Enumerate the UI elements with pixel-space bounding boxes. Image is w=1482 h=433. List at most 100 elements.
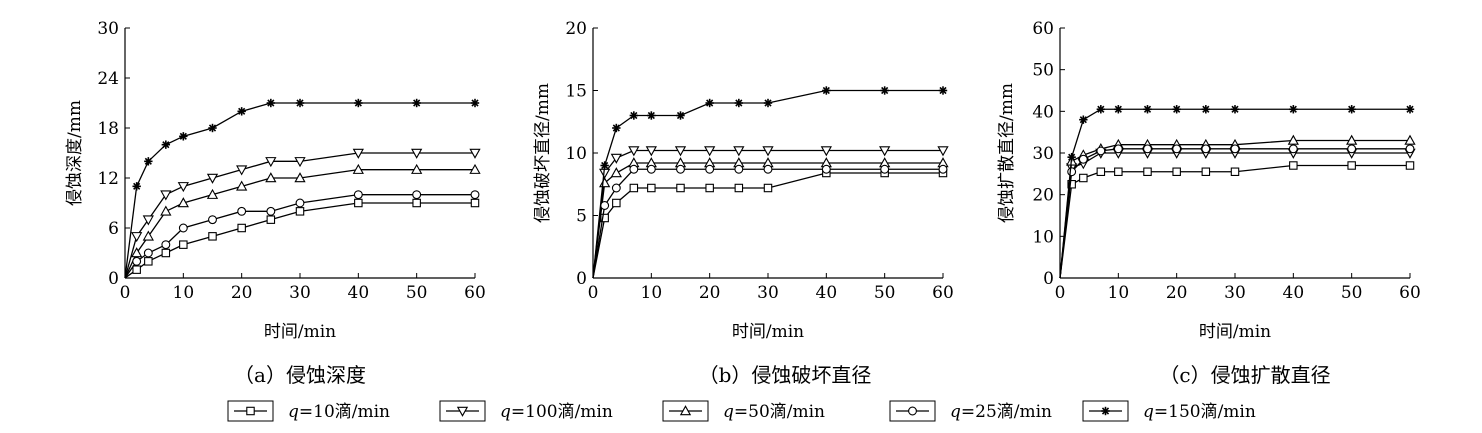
data-point: [674, 146, 687, 157]
data-point: [1289, 161, 1298, 170]
star-marker-stroke: [1348, 105, 1356, 113]
data-point: [1172, 144, 1182, 154]
data-point: [354, 198, 363, 208]
data-point: [1067, 180, 1076, 189]
data-point: [821, 164, 831, 174]
legend-label-value: =25滴/min: [961, 402, 1052, 422]
x-tick-label: 20: [699, 283, 721, 303]
legend-label-variable: q: [723, 402, 734, 422]
data-point: [177, 197, 189, 208]
data-point: [676, 164, 685, 174]
x-tick-label: 50: [874, 283, 896, 303]
x-tick-label: 50: [1341, 283, 1363, 303]
data-point: [1079, 173, 1088, 183]
data-point: [179, 240, 188, 249]
data-point: [1287, 134, 1299, 145]
star-marker-stroke: [1231, 105, 1239, 113]
y-axis-label: 侵蚀破坏直径/mm: [533, 83, 553, 223]
data-point: [143, 248, 153, 258]
data-point: [470, 190, 480, 200]
y-tick-label: 5: [576, 207, 587, 227]
data-point: [236, 180, 248, 191]
y-axis-label: 侵蚀深度/mm: [65, 100, 85, 206]
data-point: [600, 201, 610, 210]
data-point: [1067, 167, 1077, 177]
legend-label: q=25滴/min: [950, 402, 1052, 422]
series-q150: [124, 98, 480, 279]
legend-item-q50: q=50滴/min: [662, 400, 825, 422]
star-marker-stroke: [144, 157, 152, 165]
data-point: [880, 86, 889, 95]
series-q50: [124, 163, 481, 279]
y-tick-label: 60: [1032, 19, 1054, 39]
data-point: [611, 183, 621, 193]
star-marker-stroke: [1143, 105, 1152, 113]
legend-label: q=10滴/min: [288, 402, 390, 422]
star-marker-stroke: [939, 86, 947, 95]
x-axis-label: 时间/min: [264, 322, 336, 342]
data-point: [734, 98, 744, 108]
panel-caption: （a）侵蚀深度: [234, 363, 366, 387]
data-point: [161, 248, 171, 258]
star-marker-stroke: [1101, 407, 1110, 415]
data-point: [1201, 167, 1211, 177]
star-marker-stroke: [162, 141, 170, 149]
x-tick-label: 40: [348, 283, 370, 303]
data-point: [822, 86, 831, 95]
y-tick-label: 0: [1043, 269, 1054, 289]
data-point: [820, 146, 832, 157]
series-q25: [1059, 144, 1415, 279]
star-marker-stroke: [881, 86, 889, 95]
data-point: [354, 98, 363, 108]
y-tick-label: 0: [108, 269, 119, 289]
data-point: [629, 183, 639, 193]
star-marker-stroke: [1202, 105, 1210, 113]
chart-panel-2: 0 10 20 30 40 50 60 0 5 10 15 20 时间/min 侵蚀破坏直径/mm （b）侵…: [533, 19, 954, 387]
legend-label-value: =10滴/min: [299, 402, 390, 422]
y-tick-label: 30: [97, 19, 119, 39]
data-point: [628, 146, 640, 157]
legend-marker: [456, 406, 469, 417]
data-point: [647, 111, 656, 120]
x-tick-label: 50: [406, 283, 428, 303]
data-point: [177, 182, 189, 193]
data-point: [160, 205, 172, 216]
data-point: [208, 215, 217, 225]
star-marker-stroke: [1173, 105, 1181, 113]
star-marker-stroke: [676, 111, 685, 120]
data-point: [610, 153, 622, 164]
data-point: [676, 183, 685, 193]
series-q25: [124, 190, 480, 279]
data-point: [879, 146, 891, 157]
data-point: [1172, 105, 1181, 114]
data-point: [411, 163, 423, 174]
legend-label: q=100滴/min: [500, 402, 613, 422]
star-marker-stroke: [1079, 116, 1087, 124]
data-point: [469, 148, 481, 159]
data-point: [411, 148, 423, 159]
data-point: [629, 164, 639, 174]
legend-item-q10: q=10滴/min: [227, 400, 390, 422]
data-point: [1096, 105, 1106, 114]
data-point: [1143, 144, 1152, 154]
data-point: [629, 111, 639, 120]
star-marker-stroke: [179, 132, 187, 140]
y-tick-label: 10: [1032, 227, 1054, 247]
star-marker-stroke: [133, 182, 141, 190]
star-marker-stroke: [354, 99, 362, 107]
data-point: [763, 98, 773, 108]
data-point: [237, 206, 247, 216]
series-q100: [592, 146, 949, 279]
panel-caption: （b）侵蚀破坏直径: [699, 363, 872, 387]
star-marker-stroke: [296, 99, 304, 107]
y-tick-label: 30: [1032, 144, 1054, 164]
y-tick-label: 20: [1032, 186, 1054, 206]
data-point: [144, 257, 153, 266]
legend-label: q=150滴/min: [1143, 402, 1256, 422]
legend-item-q100: q=100滴/min: [439, 400, 613, 422]
x-tick-label: 30: [289, 283, 311, 303]
data-point: [352, 163, 364, 174]
data-point: [132, 256, 142, 266]
star-marker-stroke: [1289, 105, 1297, 113]
series-q25: [592, 164, 948, 279]
